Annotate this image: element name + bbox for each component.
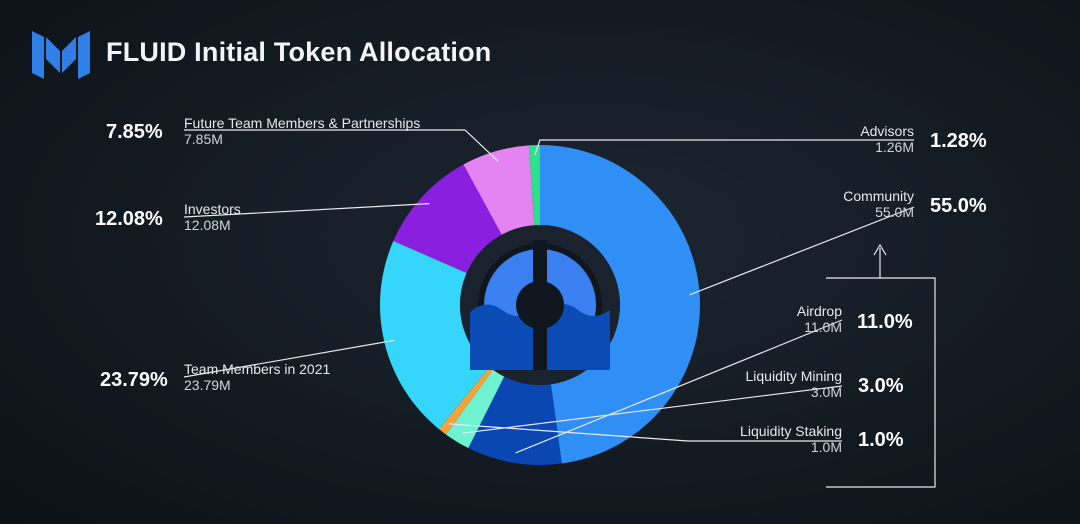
label-amount: 7.85M [184,131,223,148]
label-liquidity-staking: Liquidity Staking 1.0M [740,423,842,455]
leader-airdrop [515,319,843,454]
slice-liquidity-mining [445,369,505,449]
pct-community: 55.0% [930,195,987,217]
label-name: Advisors [860,123,914,139]
label-amount: 12.08M [184,217,231,234]
page-title: FLUID Initial Token Allocation [106,36,492,67]
pct-future-team: 7.85% [106,121,163,143]
group-bracket [826,243,936,488]
leader-advisors [534,139,914,156]
pct-liquidity-staking: 1.0% [858,429,904,451]
fluid-logo-icon [32,31,90,79]
label-team-2021: Team Members in 2021 23.79M [184,361,330,393]
label-name: Liquidity Mining [745,368,843,384]
label-name: Team Members in 2021 [184,361,331,377]
label-name: Airdrop [796,303,842,319]
label-amount: 23.79M [184,377,231,394]
slice-future-team-members-partnerships [463,145,535,235]
label-amount: 1.0M [810,439,842,456]
pct-investors: 12.08% [95,208,163,230]
pct-team-2021: 23.79% [100,369,168,391]
slice-community [540,145,701,464]
label-amount: 11.0M [804,319,842,336]
slice-airdrop [468,376,562,466]
label-community: Community 55.0M [843,188,914,220]
label-name: Future Team Members & Partnerships [184,115,421,131]
leader-team-2021 [183,339,395,378]
header: FLUID Initial Token Allocation [30,22,492,82]
pct-advisors: 1.28% [930,130,987,152]
label-advisors: Advisors 1.26M [860,123,914,155]
label-amount: 3.0M [810,384,842,401]
label-future-team: Future Team Members & Partnerships 7.85M [184,115,420,147]
leader-investors [183,203,430,218]
slice-advisors [528,145,540,226]
leader-community [689,206,915,296]
pct-liquidity-mining: 3.0% [858,375,904,397]
leader-liquidity-mining [461,385,843,434]
slice-liquidity-staking [439,367,493,435]
label-name: Investors [184,201,241,217]
label-amount: 55.0M [875,204,914,221]
label-airdrop: Airdrop 11.0M [797,303,842,335]
leader-future-team [184,129,499,162]
slice-investors [393,164,502,273]
slice-team-members-in-2021 [380,240,490,430]
leader-liquidity-staking [448,423,842,442]
label-name: Liquidity Staking [740,423,842,439]
center-logo-icon [460,225,620,385]
label-liquidity-mining: Liquidity Mining 3.0M [746,368,843,400]
pct-airdrop: 11.0% [857,311,913,333]
label-investors: Investors 12.08M [184,201,241,233]
label-amount: 1.26M [875,139,914,156]
label-name: Community [843,188,914,204]
